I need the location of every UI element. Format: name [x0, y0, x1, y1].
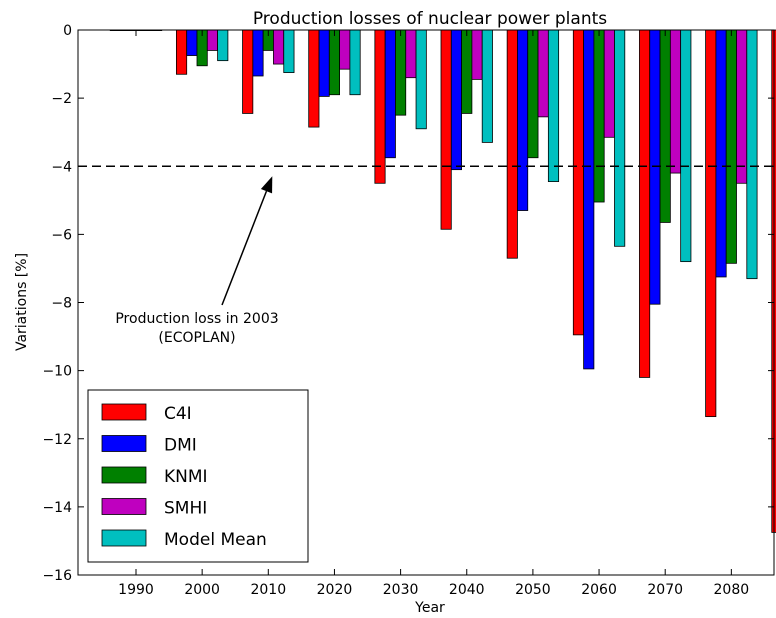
legend: C4I DMI KNMI SMHI Model Mean: [87, 389, 309, 563]
bar-dmi-2010: [252, 29, 264, 77]
bar-smhi-2080: [736, 29, 748, 184]
legend-label: DMI: [164, 436, 197, 456]
bar-c4i-2040: [440, 29, 452, 230]
bar-model-mean-2050: [547, 29, 560, 182]
legend-label: SMHI: [164, 499, 207, 519]
annotation-arrow: [221, 190, 268, 306]
legend-swatch-smhi: [101, 498, 147, 515]
y-tick-label: −16: [42, 568, 72, 584]
bar-c4i-2030: [374, 29, 386, 184]
bar-model-mean-2000: [217, 29, 229, 62]
x-tick-label: 2000: [184, 582, 220, 598]
bar-smhi-2020: [339, 29, 351, 70]
bar-dmi-2080: [715, 29, 727, 278]
y-tick-label: −6: [51, 227, 72, 243]
bar-model-mean-2080: [746, 29, 758, 280]
legend-label: KNMI: [164, 467, 208, 487]
bar-dmi-2070: [649, 29, 661, 305]
bar-dmi-2020: [318, 29, 330, 97]
x-tick-label: 2080: [714, 582, 750, 598]
bar-knmi-2060: [593, 29, 605, 203]
legend-label: Model Mean: [164, 530, 267, 550]
bar-smhi-2040: [471, 29, 483, 80]
bar-knmi-2020: [328, 29, 340, 96]
bar-knmi-2050: [527, 29, 539, 159]
bar-dmi-2050: [517, 29, 529, 211]
plot-frame: [77, 29, 775, 576]
bar-smhi-2050: [537, 29, 549, 118]
bar-smhi-2060: [603, 29, 615, 138]
annotation-text-line1: Production loss in 2003: [115, 311, 278, 327]
x-tick-label: 2030: [383, 582, 419, 598]
bar-c4i-2050: [506, 29, 518, 259]
x-tick-label: 2040: [449, 582, 485, 598]
bar-model-mean-2010: [283, 29, 295, 73]
x-axis-label: Year: [414, 600, 445, 616]
bar-knmi-2040: [461, 29, 473, 114]
bar-dmi-2040: [450, 29, 462, 171]
bar-smhi-2010: [273, 29, 285, 65]
legend-swatch-c4i: [101, 403, 147, 421]
y-tick-label: −2: [51, 91, 72, 107]
bar-c4i-2070: [639, 29, 651, 378]
annotation-text-line2: (ECOPLAN): [158, 330, 235, 346]
y-tick-label: −12: [42, 432, 72, 448]
bar-model-mean-2070: [680, 29, 692, 263]
x-tick-label: 1990: [118, 582, 154, 598]
x-tick-label: 2070: [647, 582, 683, 598]
x-tick-label: 2010: [250, 582, 286, 598]
y-tick-label: −4: [51, 159, 72, 175]
bar-knmi-2080: [725, 29, 737, 264]
y-tick-label: −14: [42, 500, 72, 516]
bar-c4i-2010: [242, 29, 254, 114]
annotation: Production loss in 2003 (ECOPLAN): [115, 176, 279, 346]
bar-dmi-2060: [583, 29, 595, 370]
chart-title: Production losses of nuclear power plant…: [253, 9, 607, 29]
legend-swatch-dmi: [101, 435, 147, 452]
annotation-arrowhead: [260, 176, 273, 194]
bar-c4i-2060: [572, 29, 584, 336]
bar-model-mean-2020: [349, 29, 361, 96]
bar-knmi-2070: [659, 29, 671, 223]
y-axis: 0 −2 −4 −6 −8 −10 −12 −14 −16: [42, 23, 774, 584]
x-tick-label: 2060: [581, 582, 617, 598]
bar-dmi-2030: [384, 29, 396, 159]
bar-smhi-2000: [206, 29, 219, 51]
bar-model-mean-2030: [415, 29, 427, 130]
bar-dmi-2000: [186, 29, 198, 56]
x-tick-label: 2020: [317, 582, 353, 598]
bar-knmi-2030: [395, 29, 407, 116]
x-axis: 1990 2000 2010 2020 2030 2040 2050 2060 2070 2080…: [118, 30, 750, 598]
bar-c4i-2000: [175, 29, 188, 75]
y-tick-label: −10: [42, 364, 72, 380]
bar-c4i-2080: [705, 29, 717, 418]
bar-model-mean-2060: [614, 29, 626, 247]
y-axis-label: Variations [%]: [14, 253, 30, 351]
bar-smhi-2030: [405, 29, 417, 79]
legend-swatch-model-mean: [101, 529, 147, 547]
legend-label: C4I: [164, 404, 192, 424]
bar-smhi-2070: [669, 29, 682, 174]
legend-swatch-knmi: [101, 466, 147, 484]
x-tick-label: 2050: [515, 582, 551, 598]
y-tick-label: 0: [63, 23, 72, 39]
y-tick-label: −8: [51, 296, 72, 312]
bar-c4i-2020: [308, 29, 320, 128]
bar-model-mean-2040: [481, 29, 493, 143]
